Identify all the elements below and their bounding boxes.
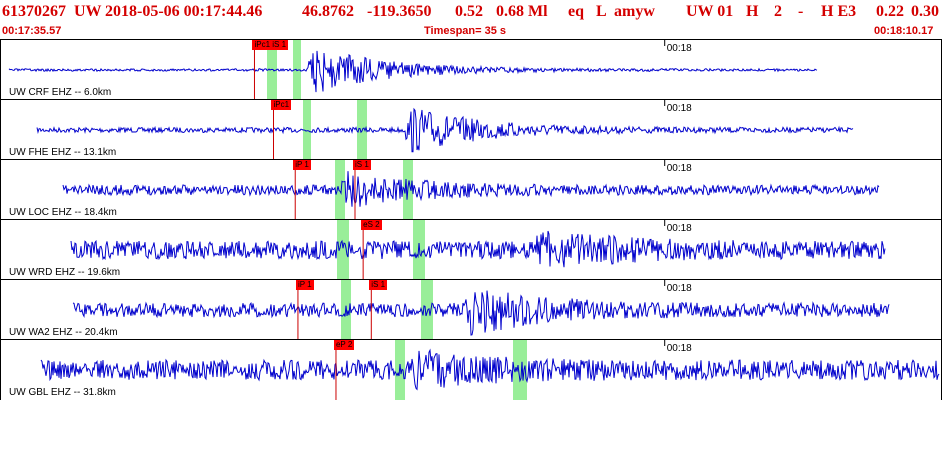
longitude: -119.3650: [367, 3, 432, 20]
error-2: 0.30: [911, 3, 939, 20]
waveform-viewer: 61370267 UW 2018-05-06 00:17:44.46 46.87…: [0, 0, 942, 400]
phase-pick-flag[interactable]: iP 1: [293, 160, 311, 170]
trace-panel[interactable]: 00:18 eS 2 UW WRD EHZ -- 19.6km: [0, 219, 942, 280]
station-channel-label: UW CRF EHZ -- 6.0km: [9, 87, 112, 98]
event-type: eq: [568, 3, 584, 20]
phase-pick-flag[interactable]: iP 1: [295, 280, 314, 290]
pick-window: [337, 220, 349, 280]
location-flag: L: [596, 3, 607, 20]
trace-panel[interactable]: 00:18 iP 1 iS 1 UW WA2 EHZ -- 20.4km: [0, 279, 942, 340]
quality: H: [746, 3, 759, 20]
trace-panel[interactable]: 00:18 iPc1 UW FHE EHZ -- 13.1km: [0, 99, 942, 160]
latitude: 46.8762: [302, 3, 354, 20]
time-range-header: 00:17:35.57 Timespan= 35 s 00:18:10.17: [0, 24, 942, 39]
phase-pick-flag[interactable]: iS 1: [352, 160, 371, 170]
trace-panel[interactable]: 00:18 iP 1 iS 1 UW LOC EHZ -- 18.4km: [0, 159, 942, 220]
dash: -: [798, 3, 804, 20]
waveform-canvas[interactable]: [1, 100, 941, 160]
start-time: 00:17:35.57: [2, 25, 62, 37]
origin-time: 2018-05-06 00:17:44.46: [105, 3, 263, 20]
pick-window: [413, 220, 425, 280]
time-tick-label: 00:18: [666, 223, 692, 234]
pick-window: [335, 160, 345, 220]
waveform-trace: [62, 171, 880, 207]
waveform-canvas[interactable]: [1, 220, 941, 280]
waveform-canvas[interactable]: [1, 40, 941, 100]
waveform-canvas[interactable]: [1, 280, 941, 340]
end-time: 00:18:10.17: [874, 25, 934, 37]
trace-panel[interactable]: 00:18 eP 2 UW GBL EHZ -- 31.8km: [0, 339, 942, 400]
station-channel-label: UW WRD EHZ -- 19.6km: [9, 267, 121, 278]
station-channel-label: UW LOC EHZ -- 18.4km: [9, 207, 117, 218]
pick-window: [267, 40, 277, 100]
waveform-trace: [70, 230, 886, 268]
phase-pick-flag[interactable]: iPc1: [271, 100, 292, 110]
pick-window: [513, 340, 527, 400]
phase-pick-flag[interactable]: eS 2: [361, 220, 382, 230]
time-tick-label: 00:18: [666, 343, 692, 354]
waveform-canvas[interactable]: [1, 160, 941, 220]
event-network: UW: [74, 3, 102, 20]
event-summary-header: 61370267 UW 2018-05-06 00:17:44.46 46.87…: [0, 0, 942, 24]
waveform-trace: [72, 290, 890, 336]
author: amyw: [614, 3, 655, 20]
waveform-trace: [8, 50, 818, 93]
error-1: 0.22: [876, 3, 904, 20]
time-tick-label: 00:18: [666, 283, 692, 294]
trace-panel[interactable]: 00:18 iPc1 iS 1 UW CRF EHZ -- 6.0km: [0, 39, 942, 100]
count: 2: [774, 3, 782, 20]
pick-window: [421, 280, 433, 340]
station-channel-label: UW FHE EHZ -- 13.1km: [9, 147, 117, 158]
event-id: 61370267: [2, 3, 66, 20]
trace-stack[interactable]: 00:18 iPc1 iS 1 UW CRF EHZ -- 6.0km 00:18 iP…: [0, 39, 942, 400]
phase-pick-flag[interactable]: eP 2: [333, 340, 355, 350]
waveform-canvas[interactable]: [1, 340, 941, 400]
auth-network: UW 01: [686, 3, 734, 20]
station-channel-label: UW GBL EHZ -- 31.8km: [9, 387, 116, 398]
hq: H E3: [821, 3, 857, 20]
time-tick-label: 00:18: [666, 163, 692, 174]
pick-window: [303, 100, 311, 160]
timespan: Timespan= 35 s: [424, 25, 507, 37]
time-tick-label: 00:18: [666, 43, 692, 54]
waveform-trace: [40, 348, 940, 391]
depth: 0.52: [455, 3, 483, 20]
station-channel-label: UW WA2 EHZ -- 20.4km: [9, 327, 118, 338]
phase-pick-flag[interactable]: iPc1 iS 1: [252, 40, 289, 50]
phase-pick-flag[interactable]: iS 1: [369, 280, 388, 290]
magnitude: 0.68 Ml: [496, 3, 548, 20]
time-tick-label: 00:18: [666, 103, 692, 114]
waveform-trace: [36, 107, 854, 153]
